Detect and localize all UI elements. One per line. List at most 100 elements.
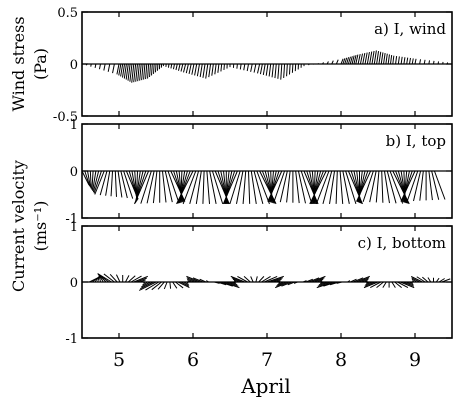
y-tick-label: 1 [70, 220, 78, 235]
stick-vector [280, 63, 283, 80]
stick-vector [188, 63, 192, 74]
stick-vector [164, 170, 173, 203]
stick-vector [371, 50, 375, 65]
stick-vector [163, 281, 168, 290]
stick-vector [172, 281, 178, 289]
y-tick-label: -1 [65, 332, 78, 347]
stick-vector [236, 63, 238, 69]
stick-vector [189, 170, 200, 205]
stick-vector [92, 170, 97, 192]
stick-vector [211, 63, 214, 76]
stick-vector [154, 63, 157, 73]
stick-vector [242, 170, 247, 204]
stick-vector [302, 280, 307, 283]
stick-vector [243, 276, 251, 283]
stick-vector [146, 170, 155, 204]
x-tick-label: 9 [409, 349, 421, 371]
stick-vector [359, 53, 363, 65]
stick-vector [195, 170, 202, 204]
stick-vector [405, 281, 414, 286]
stick-vector [322, 62, 324, 65]
y-tick-label: -1 [65, 212, 78, 227]
stick-vector [397, 281, 409, 289]
stick-vector [115, 274, 121, 283]
stick-vector [141, 63, 144, 81]
stick-vector [317, 281, 331, 287]
stick-vector [347, 56, 351, 65]
stick-vector [261, 275, 271, 283]
stick-vector [365, 281, 370, 284]
stick-vector [103, 273, 115, 283]
stick-vector [329, 281, 340, 286]
stick-vector [317, 62, 319, 65]
stick-vector [412, 280, 415, 283]
stick-vector [110, 170, 114, 197]
stick-vector [413, 170, 422, 202]
stick-vector [369, 51, 373, 65]
stick-vector [152, 170, 158, 204]
stick-vector [139, 63, 142, 81]
stick-vector [250, 63, 253, 72]
stick-vector [127, 275, 136, 283]
stick-vector [323, 281, 337, 287]
stick-vector [375, 170, 380, 203]
stick-vector [345, 170, 357, 205]
stick-vector [140, 281, 154, 290]
stick-vector [228, 281, 238, 286]
stick-vector [291, 63, 294, 73]
y-tick-label: 0 [70, 165, 78, 180]
stick-vector [255, 276, 258, 283]
stick-vector [175, 63, 178, 71]
stick-vector [376, 51, 380, 65]
stick-vector [347, 280, 351, 283]
stick-vector [351, 55, 355, 65]
stick-vector [186, 278, 196, 283]
stick-vector [391, 281, 396, 288]
stick-vector [400, 56, 403, 65]
stick-vector [199, 63, 203, 78]
stick-vector [208, 63, 212, 78]
stick-vector [355, 275, 370, 283]
stick-vector [229, 170, 241, 205]
stick-vector [186, 275, 201, 283]
stick-vector [248, 170, 251, 204]
stick-vector [276, 281, 287, 287]
stick-vector [362, 52, 366, 65]
stick-vector [422, 276, 429, 283]
stick-vector [278, 281, 282, 284]
stick-vector [400, 281, 415, 289]
stick-vector [177, 281, 190, 289]
panels: 0.5 0 -0.5 a) I, wind 1 0 -1 b) I, top 1 0 -1 c) I,… [9, 6, 453, 347]
stick-vector [275, 281, 290, 289]
y-tick-label: -0.5 [53, 110, 78, 125]
stick-vector [355, 54, 359, 65]
stick-vector [107, 63, 111, 72]
stick-vector [98, 63, 101, 70]
stick-vector [253, 170, 264, 205]
stick-vector [112, 63, 115, 74]
stick-vector [346, 57, 350, 65]
stick-vector [378, 51, 382, 65]
stick-vector [381, 170, 384, 203]
stick-vector [349, 56, 353, 65]
stick-vector [117, 170, 123, 198]
stick-vector [145, 63, 148, 80]
stick-vector [243, 63, 246, 71]
stick-vector [138, 281, 157, 291]
stick-vector [336, 281, 343, 284]
stick-vector [209, 170, 217, 204]
stick-vector [206, 280, 209, 283]
stick-vector [123, 170, 134, 199]
stick-vector [279, 170, 288, 203]
stick-vector [423, 59, 426, 65]
stick-vector [277, 63, 280, 79]
stick-vector [253, 63, 257, 73]
stick-vector [281, 281, 293, 287]
stick-vector [223, 63, 225, 71]
stick-vector [186, 277, 198, 283]
stick-vector [139, 279, 146, 283]
stick-vector [408, 281, 414, 284]
stick-vector [225, 281, 239, 287]
stick-vector [309, 170, 327, 205]
stick-vector [222, 170, 238, 205]
